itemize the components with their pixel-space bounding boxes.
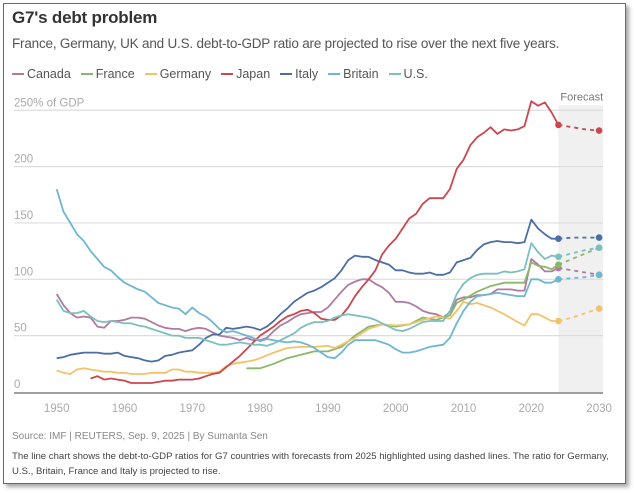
legend-swatch xyxy=(280,73,293,75)
series-germany xyxy=(56,300,603,375)
series-france xyxy=(246,244,603,370)
forecast-line-germany xyxy=(558,307,600,322)
y-tick-label: 200 xyxy=(14,154,33,166)
forecast-line-britain xyxy=(558,273,600,281)
chart-title: G7's debt problem xyxy=(12,8,158,27)
forecast-line-canada xyxy=(558,267,600,276)
series-lines xyxy=(55,100,603,384)
legend-label: Italy xyxy=(295,67,319,81)
legend-label: France xyxy=(95,67,135,81)
x-tick-label: 2010 xyxy=(451,403,477,415)
legend-swatch xyxy=(12,73,24,75)
forecast-start-point xyxy=(555,253,562,261)
legend-label: Britain xyxy=(343,67,379,81)
x-tick-label: 2020 xyxy=(519,403,545,415)
chart-frame xyxy=(3,3,626,484)
legend-item-britain: Britain xyxy=(328,67,379,81)
forecast-end-point xyxy=(595,305,603,312)
y-axis-ticks: 0 50 100 150 200 250% of GDP xyxy=(14,97,85,391)
forecast-line-us xyxy=(558,246,600,258)
y-tick-label: 250% of GDP xyxy=(14,97,85,109)
legend-swatch xyxy=(221,73,234,75)
x-tick-label: 1980 xyxy=(247,403,273,415)
forecast-label: Forecast xyxy=(560,91,603,103)
forecast-end-point xyxy=(595,244,603,252)
forecast-end-point xyxy=(595,271,603,279)
legend: Canada France Germany Japan Italy Britain U.S. xyxy=(12,67,438,81)
series-japan xyxy=(90,100,603,384)
line-japan xyxy=(90,100,560,384)
x-tick-label: 1970 xyxy=(180,403,206,415)
line-italy xyxy=(56,218,559,363)
legend-item-japan: Japan xyxy=(221,67,270,81)
forecast-end-point xyxy=(595,234,603,241)
series-britain xyxy=(55,188,603,360)
legend-label: U.S. xyxy=(403,67,428,81)
line-us xyxy=(55,242,559,347)
legend-item-france: France xyxy=(80,67,135,81)
forecast-line-italy xyxy=(558,236,600,240)
x-tick-label: 1950 xyxy=(44,403,70,415)
legend-label: Germany xyxy=(159,67,212,81)
chart-subtitle: France, Germany, UK and U.S. debt-to-GDP… xyxy=(12,36,560,51)
forecast-start-point xyxy=(555,317,562,325)
legend-item-italy: Italy xyxy=(280,67,318,81)
forecast-start-point xyxy=(555,121,562,129)
source-line: Source: IMF | REUTERS, Sep. 9, 2025 | By… xyxy=(12,431,268,442)
y-tick-label: 100 xyxy=(14,266,33,278)
line-chart: Forecast 0 50 100 150 200 250% of GDP 1950 196… xyxy=(14,91,612,415)
x-tick-label: 1990 xyxy=(315,403,341,415)
legend-label: Canada xyxy=(27,67,71,81)
gridlines xyxy=(14,109,603,337)
y-tick-label: 150 xyxy=(14,210,33,222)
forecast-start-point xyxy=(555,235,562,243)
legend-item-germany: Germany xyxy=(144,67,212,81)
legend-item-canada: Canada xyxy=(12,67,71,81)
legend-label: Japan xyxy=(236,67,271,81)
y-tick-label: 50 xyxy=(14,323,27,335)
line-germany xyxy=(56,300,559,375)
x-tick-label: 2000 xyxy=(383,403,409,415)
forecast-end-point xyxy=(595,127,603,134)
legend-swatch xyxy=(328,73,341,75)
forecast-start-point xyxy=(555,276,562,283)
legend-swatch xyxy=(80,73,93,75)
x-tick-label: 2030 xyxy=(586,403,612,415)
y-tick-label: 0 xyxy=(14,379,20,391)
forecast-line-japan xyxy=(558,124,600,132)
legend-item-us: U.S. xyxy=(388,67,428,81)
series-italy xyxy=(56,218,603,363)
line-canada xyxy=(55,258,559,342)
x-axis-ticks: 1950 1960 1970 1980 1990 2000 2010 2020 2030 xyxy=(44,403,612,415)
legend-swatch xyxy=(144,73,157,75)
line-britain xyxy=(55,188,559,360)
chart-description: The line chart shows the debt-to-GDP rat… xyxy=(12,451,609,477)
x-tick-label: 1960 xyxy=(112,403,138,415)
forecast-start-point xyxy=(555,261,562,268)
series-us xyxy=(55,242,603,347)
legend-swatch xyxy=(388,73,401,75)
